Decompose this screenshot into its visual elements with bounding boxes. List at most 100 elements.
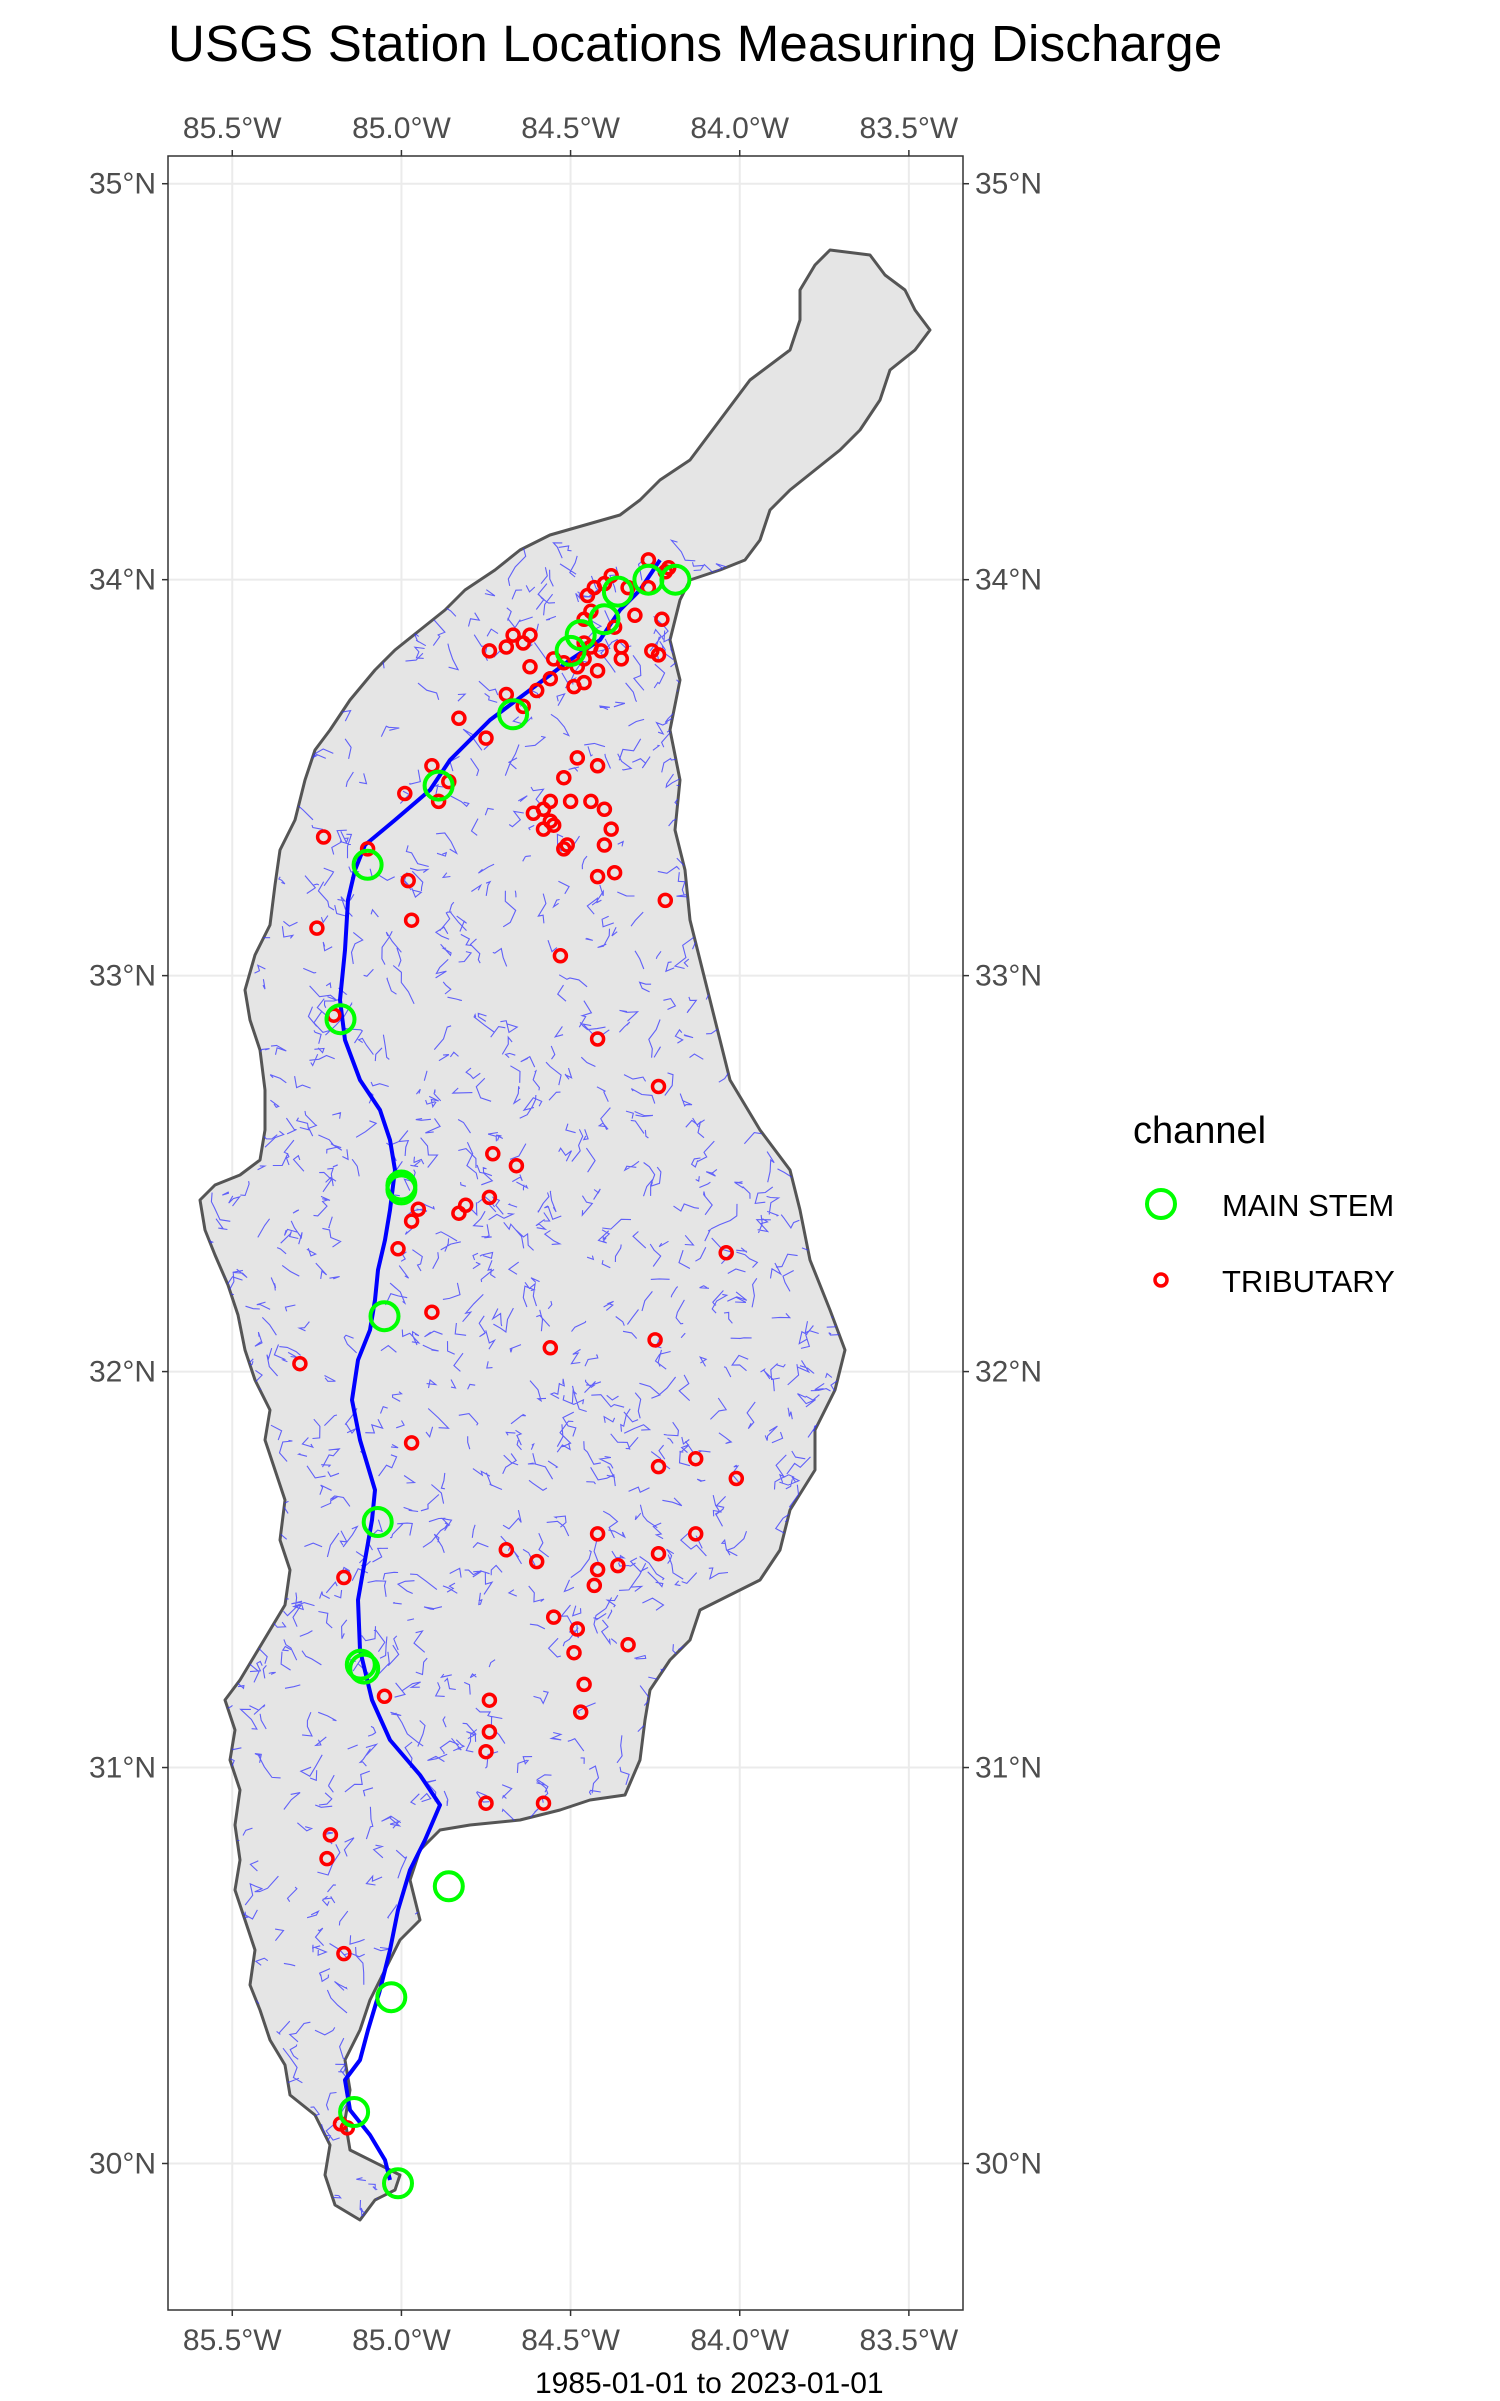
lat-label-right-2: 33°N — [975, 960, 1042, 993]
main-stem-station-2 — [632, 563, 665, 596]
lon-label-bottom-1: 85.0°W — [352, 2324, 451, 2357]
legend-title: channel — [1133, 1110, 1267, 1152]
tributary-station-54 — [603, 821, 619, 837]
page-title: USGS Station Locations Measuring Dischar… — [168, 15, 1223, 72]
tributary-station-39 — [451, 710, 467, 727]
axes: 85.5°W 85.5°W 85.0°W 85.0°W 84.5°W 84.5°W 84.0… — [89, 112, 1042, 2357]
tributary-station-76 — [451, 1205, 467, 1221]
panel-border — [167, 155, 964, 2311]
tributary-station-86 — [650, 1458, 667, 1475]
legend-label-tributary: TRIBUTARY — [1222, 1264, 1395, 1299]
main-stem-key-icon — [1145, 1188, 1177, 1220]
tributary-station-87 — [687, 1450, 704, 1467]
lon-label-top-0: 85.5°W — [183, 112, 282, 145]
main-stem-station-15 — [348, 1652, 381, 1685]
tributary-station-111 — [319, 1850, 335, 1867]
main-stem-river — [338, 558, 662, 2181]
tributary-station-80 — [718, 1245, 734, 1261]
tributary-station-89 — [589, 1526, 606, 1542]
tributary-station-57 — [589, 868, 606, 885]
tributary-station-69 — [589, 1031, 606, 1047]
main-stem-station-1 — [601, 575, 634, 608]
lon-label-bottom-0: 85.5°W — [183, 2324, 282, 2357]
main-stem-stations — [324, 563, 692, 2200]
tributary-station-101 — [566, 1644, 582, 1661]
tributary-station-78 — [410, 1201, 427, 1217]
date-range-caption: 1985-01-01 to 2023-01-01 — [535, 2367, 884, 2400]
tributary-station-81 — [424, 1304, 440, 1320]
tributary-station-64 — [315, 829, 332, 845]
main-stem-station-13 — [361, 1506, 394, 1538]
main-stem-station-5 — [554, 634, 587, 667]
main-stem-station-16 — [432, 1870, 465, 1903]
main-stem-station-8 — [351, 848, 384, 881]
lat-label-left-0: 35°N — [89, 168, 156, 201]
tributary-station-63 — [359, 841, 376, 857]
main-stem-station-9 — [324, 1003, 357, 1036]
lon-label-top-2: 84.5°W — [521, 112, 620, 145]
tributary-station-104 — [376, 1688, 393, 1705]
lat-label-right-5: 30°N — [975, 2147, 1042, 2180]
tributary-station-93 — [610, 1557, 626, 1574]
tributary-station-40 — [569, 750, 586, 766]
tributary-station-74 — [481, 1189, 498, 1206]
tributary-station-91 — [528, 1553, 545, 1570]
tributary-station-96 — [498, 1542, 515, 1558]
main-stem-station-12 — [368, 1300, 401, 1333]
lon-label-bottom-2: 84.5°W — [521, 2324, 620, 2357]
tributary-station-44 — [562, 793, 579, 810]
legend-label-main-stem: MAIN STEM — [1222, 1188, 1395, 1223]
tributary-station-31 — [498, 639, 515, 655]
tributary-station-85 — [403, 1435, 420, 1451]
lat-label-left-3: 32°N — [89, 1356, 156, 1389]
tributary-key-icon — [1153, 1272, 1169, 1288]
tributary-station-27 — [566, 678, 582, 695]
tributary-station-42 — [556, 769, 572, 786]
legend: channel MAIN STEM TRIBUTARY — [1130, 1110, 1460, 1350]
tributary-station-68 — [552, 948, 569, 964]
tributary-station-79 — [390, 1241, 406, 1257]
tributary-station-100 — [620, 1637, 636, 1653]
lat-label-right-3: 32°N — [975, 1356, 1042, 1389]
tributary-station-11 — [606, 619, 623, 635]
main-stem-station-3 — [588, 603, 621, 636]
tributary-station-52 — [556, 841, 572, 857]
lat-label-left-4: 31°N — [89, 1752, 156, 1785]
tributary-station-82 — [542, 1340, 559, 1356]
lon-label-bottom-3: 84.0°W — [690, 2324, 789, 2357]
tributary-station-92 — [589, 1561, 606, 1578]
lat-label-left-2: 33°N — [89, 960, 156, 993]
tributary-station-83 — [647, 1332, 663, 1348]
main-stem-station-7 — [422, 769, 455, 802]
tributary-station-62 — [397, 785, 413, 802]
tributary-station-36 — [515, 698, 531, 715]
tributary-station-72 — [485, 1146, 501, 1162]
tributary-station-25 — [589, 662, 606, 679]
tributary-station-102 — [576, 1676, 592, 1693]
tributary-station-47 — [525, 805, 542, 822]
tributary-station-30 — [505, 627, 521, 643]
tributary-stations — [292, 552, 745, 2136]
tributary-station-41 — [589, 758, 606, 774]
main-stem-station-6 — [497, 698, 530, 731]
tributary-station-58 — [657, 892, 674, 909]
tributary-station-77 — [403, 1213, 420, 1229]
tributary-station-53 — [596, 801, 613, 818]
tributary-station-110 — [322, 1827, 339, 1843]
tributary-station-61 — [430, 793, 447, 810]
lon-label-top-3: 84.0°W — [690, 112, 789, 145]
legend-item-main-stem: MAIN STEM — [1130, 1174, 1460, 1234]
tributary-station-95 — [650, 1545, 667, 1562]
tributary-station-70 — [650, 1078, 667, 1095]
legend-item-tributary: TRIBUTARY — [1130, 1250, 1460, 1310]
tributary-station-97 — [336, 1569, 352, 1586]
lat-label-right-4: 31°N — [975, 1752, 1042, 1785]
main-stem-station-14 — [344, 1648, 377, 1681]
tributary-station-67 — [309, 920, 325, 936]
tributary-station-12 — [627, 607, 643, 624]
tributary-station-66 — [403, 912, 420, 928]
main-stem-station-17 — [375, 1981, 408, 2014]
tributary-station-112 — [336, 1945, 352, 1962]
lat-label-right-1: 34°N — [975, 564, 1042, 597]
tributary-station-109 — [535, 1795, 552, 1811]
